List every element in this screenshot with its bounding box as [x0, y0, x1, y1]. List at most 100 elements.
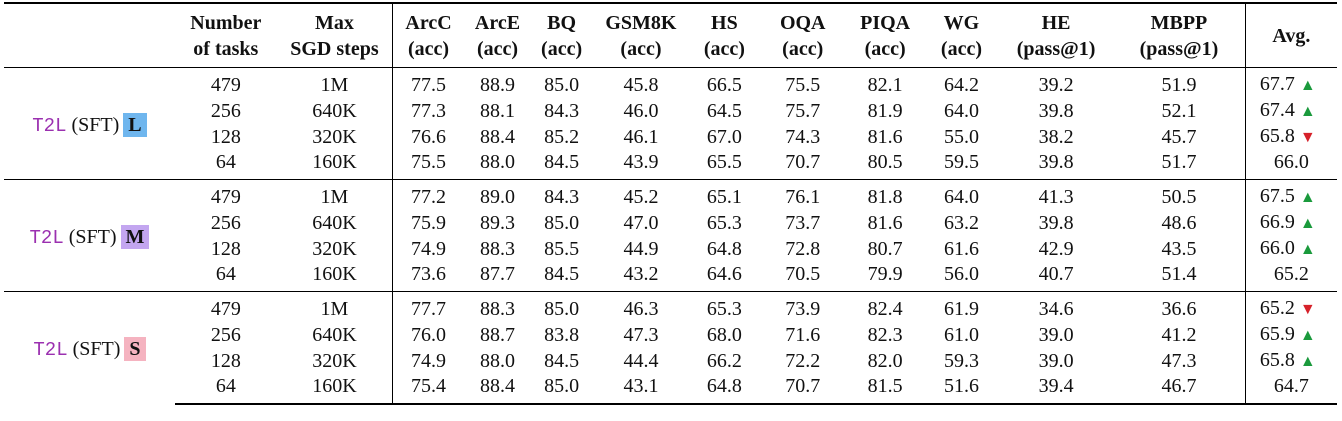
- model-name: T2L: [32, 114, 67, 137]
- header-number-of-tasks-line: Number: [190, 12, 262, 34]
- cell-he: 39.2: [999, 67, 1114, 98]
- cell-number-of-tasks: 128: [210, 125, 241, 148]
- size-badge: M: [120, 224, 150, 249]
- model-name: T2L: [29, 226, 64, 249]
- avg-value: 65.2: [1273, 263, 1309, 285]
- cell-number-of-tasks: 128: [210, 237, 241, 260]
- cell-bq: 85.0: [544, 211, 580, 234]
- cell-mbpp: 51.7: [1161, 151, 1197, 173]
- cell-bq: 85.5: [544, 237, 580, 260]
- benchmark-metric: (acc): [620, 38, 662, 60]
- cell-oqa: 73.9: [758, 291, 847, 322]
- triangle-up-icon: ▲: [1299, 327, 1316, 344]
- avg-value: 65.8: [1259, 125, 1295, 147]
- cell-bq: 84.3: [544, 99, 580, 122]
- table-body: T2L (SFT) L 479 1M 77.5 88.9 85.0 45.8 66.5 75.5 8…: [4, 67, 1337, 405]
- cell-avg: 67.4 ▲: [1244, 98, 1337, 124]
- cell-wg: 51.6: [923, 374, 1000, 405]
- cell-piqa: 80.5: [867, 151, 903, 173]
- table-row: 256 640K 77.3 88.1 84.3 46.0 64.5 75.7 81.9 64.0 3…: [4, 98, 1337, 124]
- cell-arcc: 75.4: [392, 374, 464, 405]
- cell-mbpp: 50.5: [1113, 179, 1246, 210]
- cell-sgd-steps: 320K: [312, 237, 357, 260]
- table-row: 64 160K 75.5 88.0 84.5 43.9 65.5 70.7 80.5 59.5 39…: [4, 150, 1337, 180]
- cell-arce: 88.3: [463, 291, 532, 322]
- cell-arcc: 73.6: [392, 262, 464, 292]
- cell-mbpp: 48.6: [1161, 211, 1197, 234]
- method-label: (SFT): [68, 225, 117, 248]
- header-max-sgd-steps-line: SGD steps: [290, 38, 379, 60]
- cell-piqa: 81.8: [846, 179, 924, 210]
- table-row: 256 640K 75.9 89.3 85.0 47.0 65.3 73.7 81.6 63.2 3…: [4, 210, 1337, 236]
- cell-sgd-steps: 160K: [312, 263, 357, 285]
- avg-value: 66.9: [1259, 211, 1295, 233]
- cell-gsm8k: 43.1: [592, 374, 690, 405]
- cell-piqa: 81.9: [867, 99, 903, 122]
- cell-gsm8k: 47.3: [623, 323, 659, 346]
- cell-he: 39.8: [1038, 99, 1074, 122]
- benchmark-metric: (acc): [782, 38, 824, 60]
- benchmark-name: HE: [1041, 12, 1071, 34]
- cell-number-of-tasks: 479: [174, 67, 277, 98]
- cell-sgd-steps: 640K: [312, 323, 357, 346]
- cell-oqa: 71.6: [785, 323, 821, 346]
- cell-mbpp: 43.5: [1161, 237, 1197, 260]
- header-hs: HS (acc): [690, 3, 759, 68]
- benchmark-name: BQ: [547, 12, 577, 34]
- cell-bq: 85.0: [531, 374, 593, 405]
- cell-sgd-steps: 640K: [312, 99, 357, 122]
- cell-wg: 64.2: [923, 67, 1000, 98]
- cell-hs: 67.0: [706, 125, 742, 148]
- cell-wg: 55.0: [943, 125, 979, 148]
- cell-arcc: 76.0: [392, 322, 464, 348]
- cell-number-of-tasks: 128: [210, 349, 241, 372]
- cell-he: 39.8: [1038, 151, 1074, 173]
- cell-arce: 88.7: [479, 323, 515, 346]
- cell-hs: 66.5: [689, 67, 759, 98]
- cell-wg: 56.0: [943, 263, 979, 285]
- cell-oqa: 72.2: [785, 349, 821, 372]
- cell-number-of-tasks: 64: [215, 151, 236, 173]
- cell-hs: 65.3: [706, 211, 742, 234]
- row-label: T2L (SFT) S: [4, 291, 175, 404]
- cell-avg: 65.2: [1244, 262, 1337, 292]
- cell-gsm8k: 43.9: [623, 151, 659, 173]
- cell-wg: 61.9: [923, 291, 1000, 322]
- cell-wg: 63.2: [943, 211, 979, 234]
- table-row: T2L (SFT) S 479 1M 77.7 88.3 85.0 46.3 65.3 73.9 8…: [4, 291, 1337, 404]
- cell-bq: 84.5: [544, 151, 580, 173]
- triangle-up-icon: ▲: [1299, 77, 1316, 94]
- header-mbpp: MBPP (pass@1): [1113, 3, 1245, 68]
- triangle-up-icon: ▲: [1299, 189, 1316, 206]
- row-label: T2L (SFT) M: [4, 179, 175, 292]
- header-he: HE (pass@1): [999, 3, 1113, 68]
- cell-avg: 67.7 ▲: [1244, 67, 1337, 98]
- cell-avg: 65.8 ▼: [1244, 124, 1337, 150]
- table-row: 128 320K 76.6 88.4 85.2 46.1 67.0 74.3 81.6 55.0 3…: [4, 124, 1337, 150]
- model-name: T2L: [33, 339, 68, 361]
- cell-arcc: 77.2: [392, 179, 464, 210]
- method-label: (SFT): [71, 113, 120, 136]
- cell-avg: 65.8 ▲: [1244, 348, 1337, 374]
- cell-oqa: 73.7: [785, 211, 821, 234]
- table-row: 64 160K 73.6 87.7 84.5 43.2 64.6 70.5 79.9 56.0 40…: [4, 262, 1337, 292]
- cell-oqa: 70.7: [758, 374, 847, 405]
- cell-sgd-steps: 640K: [312, 211, 357, 234]
- cell-number-of-tasks: 256: [210, 211, 241, 234]
- header-arcc: ArcC (acc): [392, 3, 464, 68]
- size-badge: S: [124, 337, 146, 361]
- cell-number-of-tasks: 256: [210, 99, 241, 122]
- avg-value: 66.0: [1259, 237, 1295, 259]
- avg-value: 67.4: [1259, 99, 1295, 121]
- table-row: 128 320K 74.9 88.0 84.5 44.4 66.2 72.2 82.0 59.3 3…: [4, 348, 1337, 374]
- cell-hs: 65.1: [689, 179, 759, 210]
- cell-he: 34.6: [999, 291, 1114, 322]
- cell-mbpp: 51.4: [1161, 263, 1197, 285]
- table-row: 64 160K 75.4 88.4 85.0 43.1 64.8 70.7 81.5 51.6 39…: [4, 374, 1337, 405]
- cell-mbpp: 41.2: [1161, 323, 1197, 346]
- cell-arcc: 77.3: [392, 98, 464, 124]
- cell-oqa: 75.7: [785, 99, 821, 122]
- cell-gsm8k: 45.2: [592, 179, 690, 210]
- cell-he: 40.7: [1038, 263, 1074, 285]
- cell-bq: 85.0: [531, 67, 593, 98]
